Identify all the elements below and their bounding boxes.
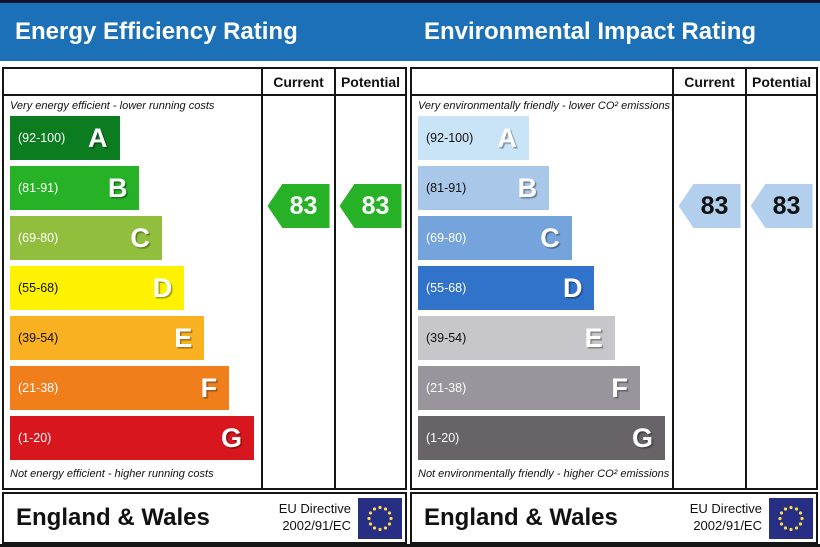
- band-letter: C: [130, 222, 150, 253]
- band-range: (92-100): [18, 131, 66, 145]
- band-range: (21-38): [18, 381, 59, 395]
- band-range: (39-54): [18, 331, 59, 345]
- energy-rating-title: Energy Efficiency Rating: [15, 18, 298, 45]
- band-row: (55-68) D: [418, 266, 670, 316]
- environmental-bottom-caption: Not environmentally friendly - higher CO…: [418, 468, 670, 480]
- band-bar-c: (69-80) C: [10, 216, 162, 260]
- band-range: (92-100): [426, 131, 474, 145]
- band-bar-a: (92-100) A: [10, 116, 120, 160]
- energy-header-spacer: [4, 69, 261, 96]
- band-letter: B: [517, 172, 538, 203]
- energy-potential-column: 83: [334, 96, 405, 488]
- environmental-current-header: Current: [672, 69, 746, 96]
- band-letter: E: [584, 322, 603, 353]
- band-row: (21-38) F: [10, 366, 259, 416]
- band-range: (39-54): [426, 331, 467, 345]
- title-banner: Energy Efficiency Rating Environmental I…: [0, 3, 820, 61]
- band-row: (21-38) F: [418, 366, 670, 416]
- environmental-footer: England & Wales EU Directive 2002/91/EC: [410, 492, 818, 544]
- energy-top-caption: Very energy efficient - lower running co…: [10, 100, 215, 112]
- bottom-border: [0, 544, 820, 547]
- band-bar-g: (1-20) G: [418, 416, 666, 460]
- environmental-rating-title: Environmental Impact Rating: [424, 18, 757, 45]
- band-bar-e: (39-54) E: [418, 316, 615, 360]
- environmental-header-spacer: [412, 69, 673, 96]
- band-letter: F: [611, 372, 628, 403]
- band-letter: D: [562, 272, 583, 303]
- band-row: (92-100) A: [10, 116, 259, 166]
- region-label: England & Wales: [424, 504, 618, 531]
- environmental-potential-arrow: 83: [750, 184, 813, 228]
- band-letter: G: [221, 422, 243, 453]
- environmental-top-caption: Very environmentally friendly - lower CO…: [418, 100, 671, 112]
- band-bar-c: (69-80) C: [418, 216, 572, 260]
- band-row: (69-80) C: [418, 216, 670, 266]
- band-letter: A: [497, 122, 517, 153]
- environmental-impact-panel: Current Potential Very environmentally f…: [410, 67, 818, 490]
- top-border: [0, 0, 820, 3]
- energy-bands-area: Very energy efficient - lower running co…: [4, 96, 261, 484]
- environmental-bands-area: Very environmentally friendly - lower CO…: [412, 96, 672, 484]
- band-letter: F: [200, 372, 218, 403]
- environmental-potential-header: Potential: [745, 69, 817, 96]
- energy-current-arrow: 83: [267, 184, 330, 228]
- environmental-current-column: 83: [672, 96, 745, 488]
- environmental-current-arrow: 83: [678, 184, 741, 228]
- eu-directive-line1: EU Directive: [689, 501, 762, 517]
- band-letter: A: [88, 122, 108, 153]
- eu-flag-icon: [358, 497, 402, 539]
- eu-directive-label: EU Directive 2002/91/EC: [279, 501, 351, 535]
- band-row: (81-91) B: [10, 166, 259, 216]
- eu-directive-label: EU Directive 2002/91/EC: [690, 501, 762, 535]
- band-bar-g: (1-20) G: [10, 416, 255, 460]
- band-range: (21-38): [426, 381, 467, 395]
- band-letter: B: [107, 172, 128, 203]
- band-bar-b: (81-91) B: [10, 166, 140, 210]
- band-bar-f: (21-38) F: [418, 366, 640, 410]
- environmental-potential-column: 83: [745, 96, 816, 488]
- band-range: (69-80): [18, 231, 59, 245]
- band-letter: C: [540, 222, 560, 253]
- energy-current-header: Current: [261, 69, 334, 96]
- band-range: (81-91): [18, 181, 59, 195]
- band-bar-b: (81-91) B: [418, 166, 550, 210]
- band-row: (81-91) B: [418, 166, 670, 216]
- band-row: (92-100) A: [418, 116, 670, 166]
- band-letter: G: [632, 422, 654, 453]
- energy-potential-arrow: 83: [339, 184, 402, 228]
- eu-directive-line1: EU Directive: [278, 501, 351, 517]
- energy-efficiency-panel: Current Potential Very energy efficient …: [2, 67, 407, 490]
- energy-potential-header: Potential: [334, 69, 405, 96]
- eu-flag-icon: [769, 497, 813, 539]
- energy-bottom-caption: Not energy efficient - higher running co…: [10, 468, 214, 480]
- band-bar-e: (39-54) E: [10, 316, 205, 360]
- band-bar-d: (55-68) D: [10, 266, 185, 310]
- band-bar-a: (92-100) A: [418, 116, 529, 160]
- band-letter: D: [152, 272, 173, 303]
- energy-footer: England & Wales EU Directive 2002/91/EC: [2, 492, 407, 544]
- band-row: (55-68) D: [10, 266, 259, 316]
- band-row: (39-54) E: [10, 316, 259, 366]
- band-range: (55-68): [18, 281, 59, 295]
- band-row: (1-20) G: [10, 416, 259, 466]
- band-range: (55-68): [426, 281, 467, 295]
- eu-directive-line2: 2002/91/EC: [693, 518, 762, 533]
- energy-current-column: 83: [261, 96, 334, 488]
- band-letter: E: [174, 322, 193, 353]
- band-bar-f: (21-38) F: [10, 366, 230, 410]
- band-bar-d: (55-68) D: [418, 266, 595, 310]
- region-label: England & Wales: [16, 504, 210, 531]
- band-row: (69-80) C: [10, 216, 259, 266]
- band-range: (1-20): [18, 431, 52, 445]
- eu-directive-line2: 2002/91/EC: [282, 518, 351, 533]
- band-range: (1-20): [426, 431, 460, 445]
- band-row: (39-54) E: [418, 316, 670, 366]
- band-row: (1-20) G: [418, 416, 670, 466]
- band-range: (81-91): [426, 181, 467, 195]
- band-range: (69-80): [426, 231, 467, 245]
